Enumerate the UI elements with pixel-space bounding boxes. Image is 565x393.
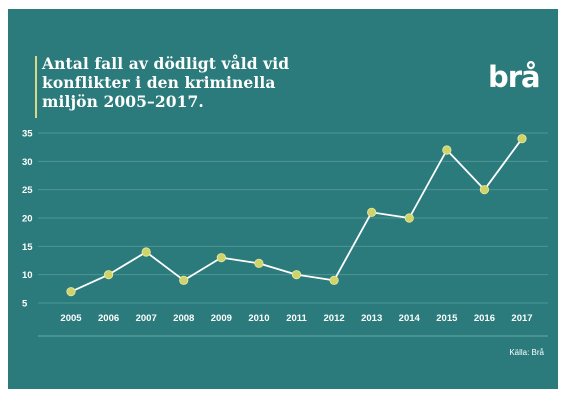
data-point-2015 <box>442 145 452 155</box>
chart-title: Antal fall av dödligt våld vid konflikte… <box>42 54 290 111</box>
data-point-2007 <box>141 247 151 257</box>
bra-logo: brå <box>488 60 541 94</box>
data-point-2012 <box>329 275 339 285</box>
x-tick-label-2008: 2008 <box>173 313 194 324</box>
data-point-2008 <box>179 275 189 285</box>
x-tick-label-2005: 2005 <box>60 313 82 324</box>
data-point-2016 <box>479 185 490 195</box>
x-tick-label-2014: 2014 <box>399 313 421 324</box>
title-accent-line <box>35 56 37 118</box>
chart-card: Antal fall av dödligt våld vid konflikte… <box>8 9 558 389</box>
x-tick-label-2017: 2017 <box>511 313 532 324</box>
y-tick-label-5: 5 <box>22 299 28 310</box>
data-point-2010 <box>254 258 264 268</box>
x-tick-label-2006: 2006 <box>98 313 119 324</box>
y-tick-label-10: 10 <box>22 270 33 281</box>
data-point-2013 <box>367 207 377 217</box>
y-tick-label-35: 35 <box>22 129 33 140</box>
data-point-2011 <box>291 270 302 280</box>
data-point-2014 <box>404 213 414 223</box>
x-tick-label-2013: 2013 <box>361 313 382 324</box>
x-tick-label-2016: 2016 <box>474 313 495 324</box>
x-tick-label-2012: 2012 <box>324 313 345 324</box>
y-tick-label-15: 15 <box>22 242 33 253</box>
x-tick-label-2009: 2009 <box>211 313 232 324</box>
y-tick-label-30: 30 <box>22 157 33 168</box>
line-chart: 5 10 15 20 25 30 35 2005 2006 2007 2008 2009 2010 201… <box>22 129 548 337</box>
x-tick-label-2015: 2015 <box>436 313 458 324</box>
data-point-2006 <box>103 270 114 280</box>
data-point-2005 <box>66 287 76 297</box>
data-point-2017 <box>517 134 527 144</box>
x-tick-label-2010: 2010 <box>248 313 269 324</box>
x-tick-label-2007: 2007 <box>136 313 157 324</box>
y-tick-label-25: 25 <box>22 185 33 196</box>
data-point-2009 <box>216 253 226 263</box>
x-tick-label-2011: 2011 <box>286 313 307 324</box>
source-note: Källa: Brå <box>509 348 544 357</box>
y-tick-label-20: 20 <box>22 214 33 225</box>
